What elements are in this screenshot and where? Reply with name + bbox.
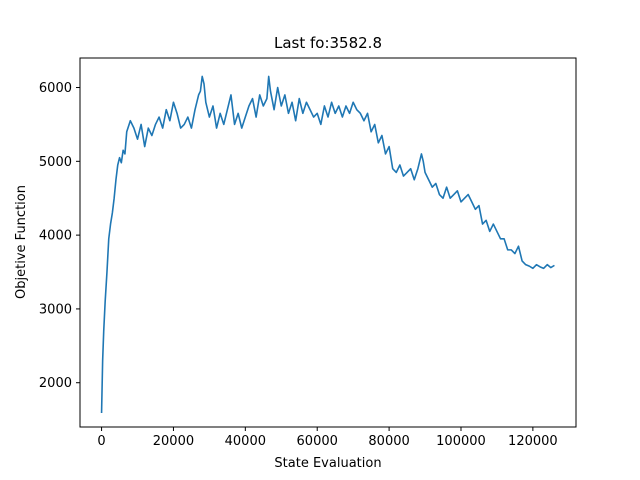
y-axis-ticks: 2000 3000 4000 5000 6000 — [39, 81, 80, 391]
x-tick-label: 120000 — [508, 434, 558, 449]
x-axis-label: State Evaluation — [274, 456, 381, 471]
x-tick-label: 80000 — [368, 434, 409, 449]
x-tick-label: 20000 — [153, 434, 194, 449]
y-tick-label: 3000 — [39, 302, 72, 317]
plot-area: 0 20000 40000 60000 80000 100000 120000 2000 30… — [39, 57, 577, 449]
y-tick-label: 4000 — [39, 229, 72, 244]
y-axis-label: Objetive Function — [14, 185, 29, 299]
axes-frame — [79, 57, 577, 428]
series-layer — [100, 75, 555, 413]
y-tick-label: 5000 — [39, 155, 72, 170]
y-tick-label: 6000 — [39, 81, 72, 96]
chart-title: Last fo:3582.8 — [274, 34, 382, 52]
x-axis-ticks: 0 20000 40000 60000 80000 100000 120000 — [97, 427, 558, 449]
x-tick-label: 0 — [97, 434, 105, 449]
y-tick-label: 2000 — [39, 376, 72, 391]
x-tick-label: 40000 — [225, 434, 266, 449]
x-tick-label: 60000 — [297, 434, 338, 449]
x-tick-label: 100000 — [436, 434, 486, 449]
series-line-0 — [100, 75, 555, 413]
